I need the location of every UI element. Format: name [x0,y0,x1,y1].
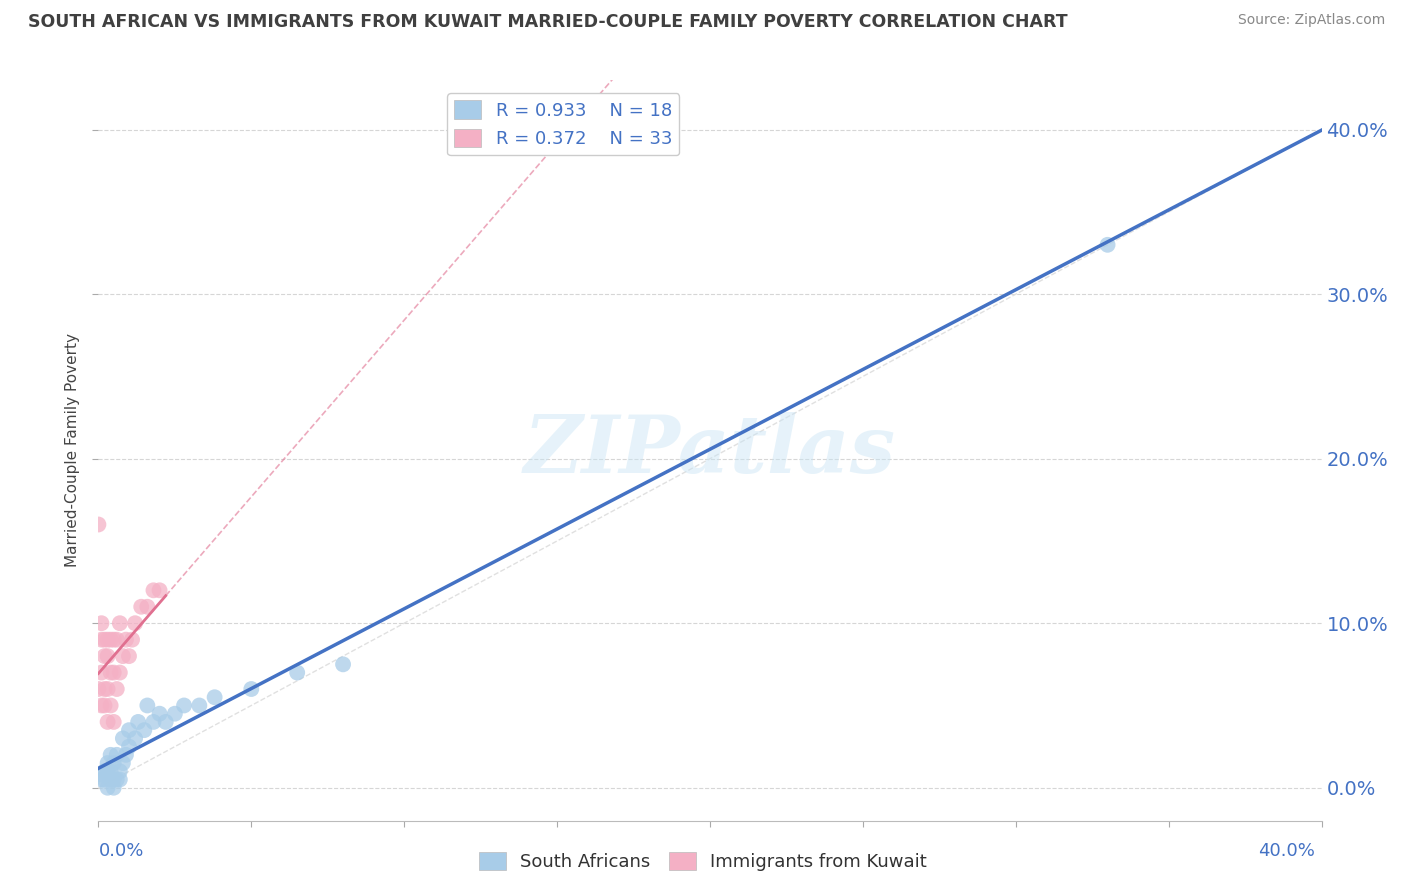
Point [173,698,195,713]
Point [118,739,141,754]
Point [155,714,177,729]
Point [100,764,122,779]
Point [149,706,172,721]
Point [136,698,159,713]
Point [115,747,138,762]
Point [103,665,125,680]
Point [118,649,141,664]
Point [103,756,125,770]
Point [105,632,128,647]
Point [240,681,263,696]
Point [204,690,226,705]
Point [121,632,143,647]
Point [100,698,122,713]
Point [163,706,186,721]
Point [93,698,115,713]
Point [90,772,112,787]
Point [118,723,141,738]
Point [97,632,120,647]
Point [124,731,146,746]
Y-axis label: Married-Couple Family Poverty: Married-Couple Family Poverty [65,334,80,567]
Point [108,616,131,631]
Point [97,764,120,779]
Point [93,632,115,647]
Point [100,665,122,680]
Point [103,714,125,729]
Point [129,599,152,614]
Point [100,772,122,787]
Legend: South Africans, Immigrants from Kuwait: South Africans, Immigrants from Kuwait [472,845,934,879]
Point [97,649,120,664]
Point [100,747,122,762]
Point [97,681,120,696]
Text: Source: ZipAtlas.com: Source: ZipAtlas.com [1237,13,1385,28]
Point [93,764,115,779]
Point [188,698,211,713]
Point [124,616,146,631]
Point [149,583,172,598]
Point [90,698,112,713]
Point [134,723,156,738]
Text: ZIPatlas: ZIPatlas [524,412,896,489]
Point [90,767,112,781]
Point [115,632,138,647]
Point [142,583,165,598]
Point [105,747,128,762]
Point [111,756,134,770]
Point [90,665,112,680]
Text: SOUTH AFRICAN VS IMMIGRANTS FROM KUWAIT MARRIED-COUPLE FAMILY POVERTY CORRELATIO: SOUTH AFRICAN VS IMMIGRANTS FROM KUWAIT … [28,13,1067,31]
Point [1097,237,1119,252]
Point [111,649,134,664]
Point [332,657,354,672]
Legend: R = 0.933    N = 18, R = 0.372    N = 33: R = 0.933 N = 18, R = 0.372 N = 33 [447,93,679,155]
Point [103,632,125,647]
Point [108,665,131,680]
Point [93,681,115,696]
Point [285,665,308,680]
Point [100,632,122,647]
Point [142,714,165,729]
Point [105,772,128,787]
Point [87,517,110,532]
Point [97,780,120,795]
Point [93,649,115,664]
Point [97,714,120,729]
Point [90,616,112,631]
Text: 40.0%: 40.0% [1258,842,1315,860]
Point [103,772,125,787]
Point [103,780,125,795]
Point [136,599,159,614]
Point [127,714,149,729]
Point [93,772,115,787]
Point [97,756,120,770]
Point [111,731,134,746]
Point [108,764,131,779]
Point [87,681,110,696]
Text: 0.0%: 0.0% [98,842,143,860]
Point [108,772,131,787]
Point [90,632,112,647]
Point [105,681,128,696]
